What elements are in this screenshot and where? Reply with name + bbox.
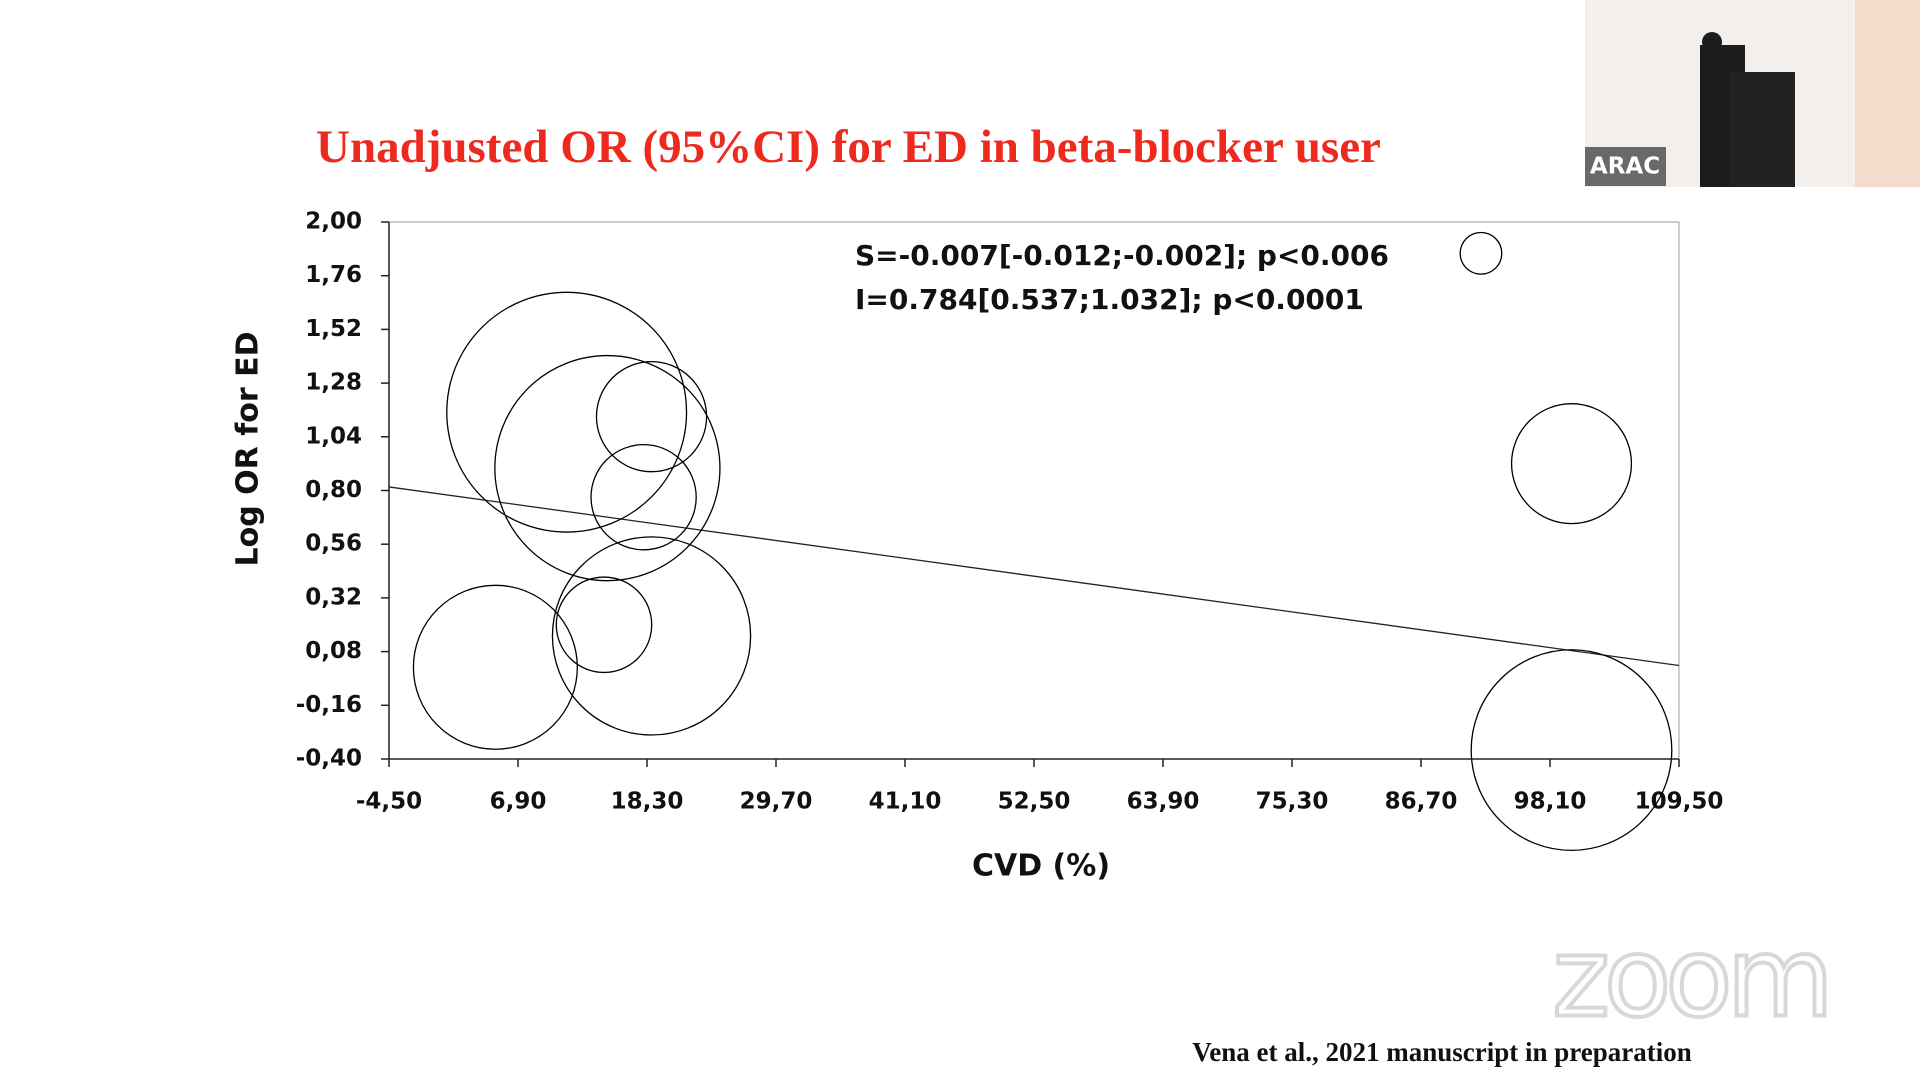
x-tick-label: 6,90 [490, 789, 547, 815]
x-tick-label: 52,50 [998, 789, 1071, 815]
x-axis-label: CVD (%) [972, 849, 1110, 884]
annotation: S=-0.007[-0.012;-0.002]; p<0.006 [855, 239, 1389, 272]
y-tick-label: 1,04 [305, 423, 362, 449]
y-tick-label: 0,08 [305, 638, 362, 664]
watermark: zoom [1552, 913, 1828, 1041]
bubble [412, 584, 578, 750]
y-tick-label: 1,52 [305, 316, 362, 342]
label-box [1585, 147, 1666, 186]
bubble [494, 354, 721, 582]
podium [1730, 72, 1795, 187]
speaker-label: ARAC [1590, 154, 1660, 180]
bubble [446, 291, 688, 533]
chart-title: Unadjusted OR (95%CI) for ED in beta-blo… [316, 121, 1381, 173]
x-tick-label: -4,50 [356, 789, 422, 815]
bubble [1459, 231, 1503, 275]
y-tick-label: 0,56 [305, 531, 362, 557]
y-tick-label: 2,00 [305, 209, 362, 235]
webcam-thumbnail: ARAC [1585, 0, 1920, 187]
x-tick-label: 86,70 [1385, 789, 1458, 815]
y-tick-label: 1,28 [305, 370, 362, 396]
x-tick-label: 75,30 [1256, 789, 1329, 815]
video-wall [1855, 0, 1920, 187]
y-axis-label: Log OR for ED [231, 332, 266, 567]
y-tick-label: -0,40 [296, 746, 362, 772]
trend-line [388, 486, 1680, 667]
x-tick-label: 98,10 [1514, 789, 1587, 815]
x-tick-label: 109,50 [1635, 789, 1724, 815]
bubble [551, 536, 752, 736]
x-tick-label: 29,70 [740, 789, 813, 815]
bubble [590, 443, 697, 551]
y-tick-label: -0,16 [296, 692, 362, 718]
x-tick-label: 41,10 [869, 789, 942, 815]
bubble [595, 360, 708, 473]
y-tick-label: 0,32 [305, 584, 362, 610]
y-tick-label: 1,76 [305, 262, 362, 288]
bubble [1510, 403, 1633, 525]
citation: Vena et al., 2021 manuscript in preparat… [1192, 1037, 1692, 1067]
speaker-head [1702, 32, 1722, 52]
x-tick-label: 18,30 [611, 789, 684, 815]
bubble [1470, 649, 1673, 852]
y-tick-label: 0,80 [305, 477, 362, 503]
x-tick-label: 63,90 [1127, 789, 1200, 815]
annotation: I=0.784[0.537;1.032]; p<0.0001 [855, 283, 1364, 316]
bubble [555, 576, 653, 674]
